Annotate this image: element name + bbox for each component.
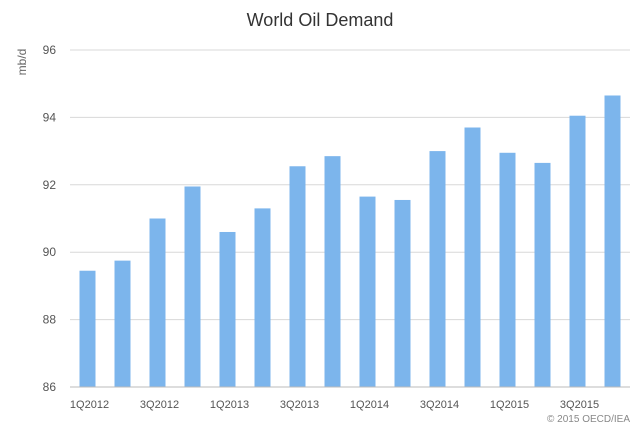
y-tick-label: 94 (43, 110, 57, 124)
x-tick-label: 3Q2012 (140, 399, 179, 411)
y-axis-ticks: 86 88 90 92 94 96 (43, 43, 57, 394)
x-tick-label: 1Q2015 (490, 399, 529, 411)
bar-3q2014[interactable] (429, 151, 446, 387)
x-tick-label: 3Q2015 (560, 399, 599, 411)
bar-3q2013[interactable] (289, 166, 306, 387)
bar-3q2015[interactable] (569, 115, 586, 387)
chart-title: World Oil Demand (247, 10, 394, 30)
y-tick-label: 88 (43, 313, 57, 327)
y-tick-label: 86 (43, 380, 57, 394)
bar-4q2012[interactable] (184, 186, 201, 387)
x-tick-label: 1Q2013 (210, 399, 249, 411)
bar-4q2015[interactable] (604, 95, 621, 388)
y-tick-label: 90 (43, 245, 57, 259)
bars (79, 95, 621, 388)
y-axis-label: mb/d (15, 49, 29, 76)
bar-4q2014[interactable] (464, 127, 481, 387)
x-tick-label: 1Q2014 (350, 399, 389, 411)
bar-1q2013[interactable] (219, 231, 236, 387)
x-axis-ticks: 1Q2012 3Q2012 1Q2013 3Q2013 1Q2014 3Q2014 1Q20… (70, 399, 599, 411)
bar-2q2012[interactable] (114, 260, 131, 387)
bar-1q2014[interactable] (359, 196, 376, 387)
bar-2q2013[interactable] (254, 208, 271, 387)
x-tick-label: 1Q2012 (70, 399, 109, 411)
bar-2q2014[interactable] (394, 199, 411, 387)
x-tick-label: 3Q2013 (280, 399, 319, 411)
y-tick-label: 92 (43, 178, 57, 192)
x-tick-label: 3Q2014 (420, 399, 459, 411)
bar-3q2012[interactable] (149, 218, 166, 388)
copyright-credit: © 2015 OECD/IEA (547, 414, 630, 425)
bar-1q2012[interactable] (79, 270, 96, 387)
y-tick-label: 96 (43, 43, 57, 57)
bar-1q2015[interactable] (499, 152, 516, 387)
bar-4q2013[interactable] (324, 156, 341, 387)
bar-2q2015[interactable] (534, 162, 551, 387)
